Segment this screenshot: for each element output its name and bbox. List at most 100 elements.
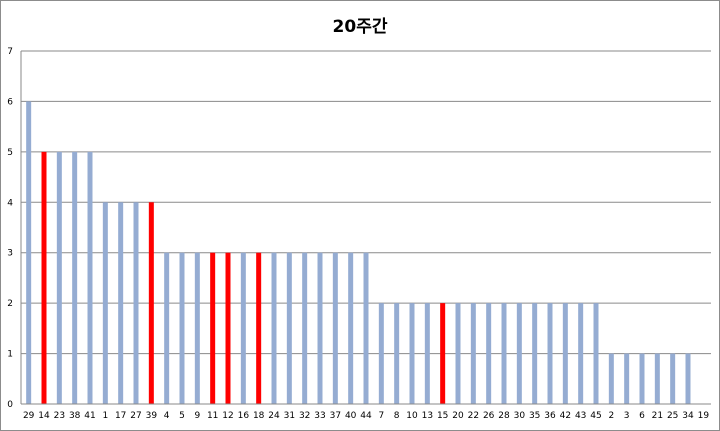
x-tick-label: 42 bbox=[560, 411, 571, 421]
y-tick-label: 4 bbox=[7, 198, 13, 208]
bar-11 bbox=[210, 252, 216, 404]
x-tick-label: 7 bbox=[378, 411, 384, 421]
x-tick-label: 20 bbox=[452, 411, 464, 421]
x-tick-label: 44 bbox=[360, 411, 372, 421]
bar-10 bbox=[409, 303, 415, 404]
bar-32 bbox=[302, 252, 308, 404]
bar-43 bbox=[578, 303, 584, 404]
x-tick-label: 2 bbox=[608, 411, 614, 421]
x-tick-label: 32 bbox=[299, 411, 310, 421]
x-tick-label: 8 bbox=[394, 411, 400, 421]
bar-7 bbox=[378, 303, 384, 404]
x-tick-label: 40 bbox=[345, 411, 357, 421]
bar-5 bbox=[179, 252, 185, 404]
bar-3 bbox=[624, 353, 630, 404]
x-tick-label: 17 bbox=[115, 411, 126, 421]
x-tick-label: 1 bbox=[102, 411, 108, 421]
bar-41 bbox=[87, 151, 93, 404]
y-tick-label: 3 bbox=[7, 249, 13, 259]
bar-14 bbox=[41, 151, 47, 404]
x-tick-label: 5 bbox=[179, 411, 185, 421]
bar-40 bbox=[348, 252, 354, 404]
x-tick-label: 13 bbox=[422, 411, 433, 421]
bar-26 bbox=[486, 303, 492, 404]
x-tick-label: 37 bbox=[330, 411, 341, 421]
x-tick-label: 35 bbox=[529, 411, 540, 421]
x-axis-ticks: 29 14 23 38 41 1 17 27 39 4 5 9 11 12 16 18 24 31 32 33 37 40… bbox=[23, 411, 709, 421]
chart-title: 20주간 bbox=[332, 17, 388, 37]
axes bbox=[20, 51, 711, 405]
bar-22 bbox=[470, 303, 476, 404]
x-tick-label: 12 bbox=[222, 411, 233, 421]
x-tick-label: 29 bbox=[23, 411, 35, 421]
bar-39 bbox=[148, 202, 154, 404]
x-tick-label: 11 bbox=[207, 411, 218, 421]
bar-6 bbox=[639, 353, 645, 404]
bar-1 bbox=[102, 202, 108, 404]
bar-18 bbox=[256, 252, 262, 404]
x-tick-label: 38 bbox=[69, 411, 81, 421]
x-tick-label: 9 bbox=[194, 411, 200, 421]
x-tick-label: 10 bbox=[406, 411, 418, 421]
y-tick-label: 7 bbox=[7, 47, 13, 57]
bar-29 bbox=[26, 101, 32, 404]
x-tick-label: 4 bbox=[164, 411, 170, 421]
x-tick-label: 27 bbox=[130, 411, 141, 421]
x-tick-label: 23 bbox=[54, 411, 65, 421]
bar-42 bbox=[562, 303, 568, 404]
bar-13 bbox=[424, 303, 430, 404]
y-tick-label: 1 bbox=[7, 350, 13, 360]
x-tick-label: 25 bbox=[667, 411, 678, 421]
bar-20 bbox=[455, 303, 461, 404]
x-tick-label: 26 bbox=[483, 411, 495, 421]
x-tick-label: 33 bbox=[314, 411, 325, 421]
x-tick-label: 43 bbox=[575, 411, 586, 421]
bar-4 bbox=[164, 252, 170, 404]
y-tick-label: 0 bbox=[7, 400, 13, 410]
y-tick-label: 2 bbox=[7, 299, 13, 309]
bar-34 bbox=[685, 353, 691, 404]
bar-2 bbox=[608, 353, 614, 404]
x-tick-label: 18 bbox=[253, 411, 265, 421]
bar-21 bbox=[654, 353, 660, 404]
x-tick-label: 3 bbox=[624, 411, 630, 421]
bar-38 bbox=[72, 151, 78, 404]
bar-28 bbox=[501, 303, 507, 404]
bar-33 bbox=[317, 252, 323, 404]
x-tick-label: 39 bbox=[146, 411, 158, 421]
bar-36 bbox=[547, 303, 553, 404]
x-tick-label: 28 bbox=[498, 411, 510, 421]
bar-16 bbox=[240, 252, 246, 404]
x-tick-label: 21 bbox=[652, 411, 663, 421]
x-tick-label: 45 bbox=[590, 411, 601, 421]
x-tick-label: 41 bbox=[84, 411, 95, 421]
x-tick-label: 14 bbox=[38, 411, 50, 421]
bar-27 bbox=[133, 202, 139, 404]
bar-30 bbox=[516, 303, 522, 404]
x-tick-label: 24 bbox=[268, 411, 280, 421]
x-tick-label: 6 bbox=[639, 411, 645, 421]
bar-45 bbox=[593, 303, 599, 404]
x-tick-label: 30 bbox=[514, 411, 526, 421]
x-tick-label: 22 bbox=[468, 411, 479, 421]
y-tick-label: 5 bbox=[7, 148, 13, 158]
x-tick-label: 16 bbox=[238, 411, 250, 421]
bar-15 bbox=[440, 303, 446, 404]
bar-24 bbox=[271, 252, 277, 404]
x-tick-label: 31 bbox=[284, 411, 295, 421]
x-tick-label: 36 bbox=[544, 411, 556, 421]
bar-44 bbox=[363, 252, 369, 404]
x-tick-label: 34 bbox=[682, 411, 694, 421]
bars bbox=[26, 101, 691, 404]
bar-8 bbox=[394, 303, 400, 404]
bar-37 bbox=[332, 252, 338, 404]
x-tick-label: 19 bbox=[698, 411, 710, 421]
bar-25 bbox=[670, 353, 676, 404]
x-tick-label: 15 bbox=[437, 411, 448, 421]
y-tick-label: 6 bbox=[7, 97, 13, 107]
bar-31 bbox=[286, 252, 292, 404]
bar-12 bbox=[225, 252, 231, 404]
bar-9 bbox=[194, 252, 200, 404]
bar-17 bbox=[118, 202, 124, 404]
